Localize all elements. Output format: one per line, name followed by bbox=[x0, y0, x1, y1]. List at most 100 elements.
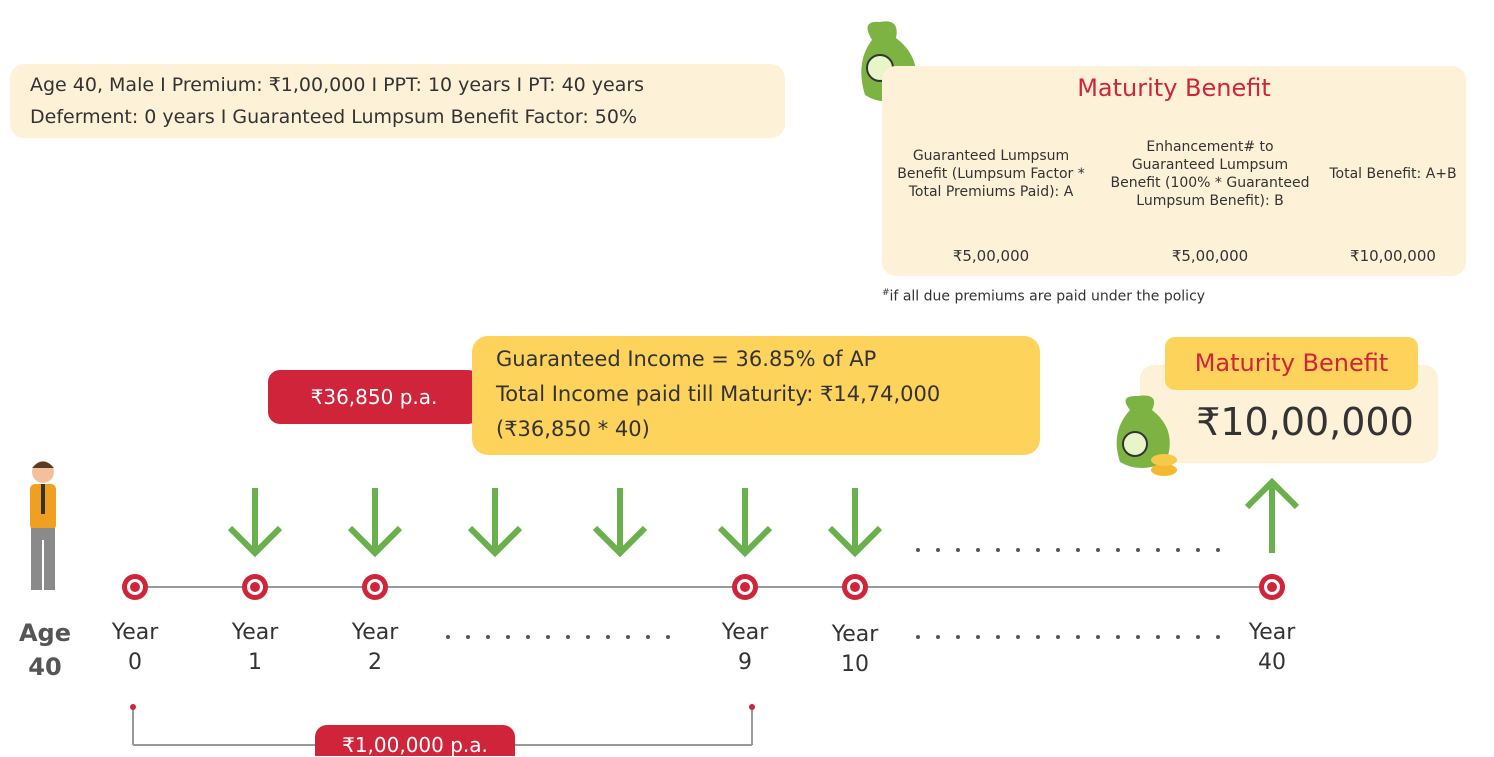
down-arrow bbox=[350, 488, 400, 553]
dot bbox=[1196, 635, 1200, 639]
dot bbox=[976, 635, 980, 639]
year-word: Year bbox=[95, 618, 175, 648]
table-title: Maturity Benefit bbox=[882, 74, 1466, 102]
dot bbox=[916, 635, 920, 639]
dot bbox=[546, 635, 550, 639]
dot bbox=[1156, 635, 1160, 639]
year-number: 2 bbox=[335, 648, 415, 678]
point-inner bbox=[370, 582, 380, 592]
dot bbox=[1096, 635, 1100, 639]
dot bbox=[936, 548, 940, 552]
dot bbox=[956, 548, 960, 552]
dot bbox=[506, 635, 510, 639]
year-label: Year40 bbox=[1232, 618, 1312, 678]
age-label: Age bbox=[10, 616, 80, 650]
point-inner bbox=[740, 582, 750, 592]
income-line: Total Income paid till Maturity: ₹14,74,… bbox=[496, 377, 940, 412]
dot bbox=[1156, 548, 1160, 552]
table-value: ₹5,00,000 bbox=[882, 238, 1100, 274]
page: Age 40, Male I Premium: ₹1,00,000 I PPT:… bbox=[0, 0, 1494, 756]
table-header: Enhancement# to Guaranteed Lumpsum Benef… bbox=[1100, 114, 1320, 234]
year-word: Year bbox=[1232, 618, 1312, 648]
age-value: 40 bbox=[10, 650, 80, 684]
dot bbox=[526, 635, 530, 639]
table-value: ₹10,00,000 bbox=[1320, 238, 1466, 274]
dot bbox=[1076, 548, 1080, 552]
dot bbox=[1216, 635, 1220, 639]
maturity-amount: ₹10,00,000 bbox=[1180, 400, 1430, 444]
dot bbox=[486, 635, 490, 639]
dot bbox=[1096, 548, 1100, 552]
dot bbox=[1036, 635, 1040, 639]
year-number: 1 bbox=[215, 648, 295, 678]
dot bbox=[1116, 548, 1120, 552]
year-word: Year bbox=[215, 618, 295, 648]
down-arrow bbox=[720, 488, 770, 553]
info-line: Deferment: 0 years I Guaranteed Lumpsum … bbox=[30, 101, 785, 133]
dot bbox=[996, 548, 1000, 552]
dot bbox=[646, 635, 650, 639]
year-word: Year bbox=[335, 618, 415, 648]
age: Age 40 bbox=[10, 616, 80, 684]
income-text: Guaranteed Income = 36.85% of AP Total I… bbox=[496, 342, 940, 447]
down-arrow bbox=[595, 488, 645, 553]
year-number: 0 bbox=[95, 648, 175, 678]
dot bbox=[956, 635, 960, 639]
dot bbox=[666, 635, 670, 639]
dot bbox=[1056, 635, 1060, 639]
dot bbox=[1176, 635, 1180, 639]
year-word: Year bbox=[815, 620, 895, 650]
dot bbox=[916, 548, 920, 552]
dot bbox=[1036, 548, 1040, 552]
year-word: Year bbox=[705, 618, 785, 648]
point-inner bbox=[130, 582, 140, 592]
dot bbox=[1016, 635, 1020, 639]
point-inner bbox=[1267, 582, 1277, 592]
down-arrow bbox=[830, 488, 880, 553]
dot bbox=[1216, 548, 1220, 552]
premium-pill-text: ₹1,00,000 p.a. bbox=[315, 733, 515, 757]
year-number: 9 bbox=[705, 648, 785, 678]
dot bbox=[1136, 548, 1140, 552]
dot bbox=[586, 635, 590, 639]
dot bbox=[466, 635, 470, 639]
dot bbox=[1076, 635, 1080, 639]
dot bbox=[606, 635, 610, 639]
dot bbox=[1016, 548, 1020, 552]
dot bbox=[1116, 635, 1120, 639]
footnote: #if all due premiums are paid under the … bbox=[882, 288, 1205, 305]
dot bbox=[1196, 548, 1200, 552]
dot bbox=[1136, 635, 1140, 639]
dot bbox=[1176, 548, 1180, 552]
maturity-tag-text: Maturity Benefit bbox=[1165, 337, 1418, 390]
year-number: 10 bbox=[815, 650, 895, 680]
dot bbox=[996, 635, 1000, 639]
income-arrows bbox=[230, 482, 1297, 553]
point-inner bbox=[250, 582, 260, 592]
dot bbox=[566, 635, 570, 639]
year-number: 40 bbox=[1232, 648, 1312, 678]
table-value: ₹5,00,000 bbox=[1100, 238, 1320, 274]
down-arrow bbox=[470, 488, 520, 553]
policy-info: Age 40, Male I Premium: ₹1,00,000 I PPT:… bbox=[10, 64, 785, 138]
dot bbox=[626, 635, 630, 639]
income-line: (₹36,850 * 40) bbox=[496, 412, 940, 447]
point-inner bbox=[850, 582, 860, 592]
footnote-mark: # bbox=[882, 288, 890, 298]
dot bbox=[936, 635, 940, 639]
dot bbox=[1056, 548, 1060, 552]
income-pill-text: ₹36,850 p.a. bbox=[268, 370, 480, 424]
benefit-table: Maturity Benefit Guaranteed Lumpsum Bene… bbox=[882, 66, 1466, 276]
dot bbox=[446, 635, 450, 639]
info-line: Age 40, Male I Premium: ₹1,00,000 I PPT:… bbox=[30, 69, 785, 101]
footnote-text: if all due premiums are paid under the p… bbox=[890, 289, 1206, 305]
down-arrow bbox=[230, 488, 280, 553]
income-line: Guaranteed Income = 36.85% of AP bbox=[496, 342, 940, 377]
table-header: Guaranteed Lumpsum Benefit (Lumpsum Fact… bbox=[882, 114, 1100, 234]
person-icon bbox=[30, 461, 56, 590]
